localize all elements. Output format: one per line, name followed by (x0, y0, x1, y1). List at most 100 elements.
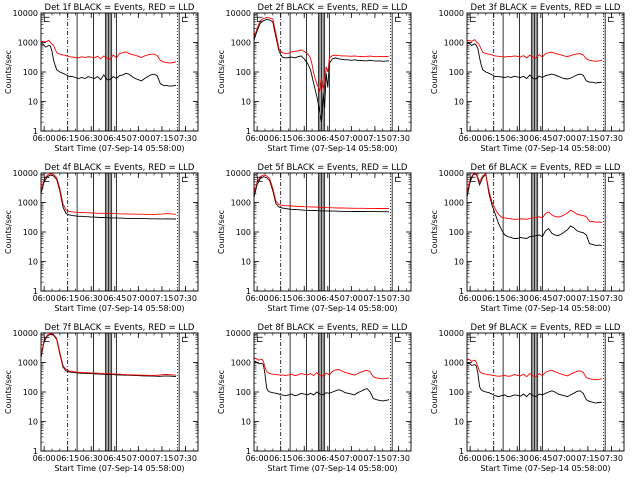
legend-glyph: ⊏ (43, 335, 51, 345)
x-tick-label: 06:45 (316, 134, 339, 143)
x-tick-label: 06:45 (529, 294, 552, 303)
legend-glyph: ⊏ (469, 15, 477, 25)
chart-title: Det 6f BLACK = Events, RED = LLD (471, 163, 621, 173)
x-tick-label: 06:30 (80, 454, 103, 463)
y-tick-label: 10000 (439, 9, 464, 18)
y-tick-label: 100 (236, 68, 251, 77)
x-tick-label: 06:45 (529, 134, 552, 143)
x-tick-label: 06:00 (459, 454, 482, 463)
x-tick-label: 07:30 (387, 294, 410, 303)
y-axis-label: Counts/sec (4, 50, 13, 94)
y-tick-label: 1 (246, 127, 251, 136)
x-tick-label: 06:00 (33, 454, 56, 463)
chart-title: Det 1f BLACK = Events, RED = LLD (45, 3, 195, 13)
x-tick-label: 07:30 (600, 294, 623, 303)
x-axis-label: Start Time (07-Sep-14 05:58:00) (480, 464, 610, 473)
series-line-events (466, 173, 603, 246)
y-tick-label: 10000 (226, 329, 251, 338)
x-tick-label: 07:15 (576, 294, 599, 303)
legend-glyph: ⊏ (43, 15, 51, 25)
y-tick-label: 10 (241, 418, 251, 427)
x-tick-label: 06:30 (293, 454, 316, 463)
y-tick-label: 1 (33, 447, 38, 456)
chart-panel-4: Det 4f BLACK = Events, RED = LLD Counts/s… (4, 163, 199, 313)
plot-frame (466, 172, 625, 292)
series-line-events (253, 19, 390, 123)
y-axis-label: Counts/sec (430, 370, 439, 414)
legend-glyph: ⊏ (181, 15, 189, 25)
legend-glyph: ⊏ (43, 175, 51, 185)
x-tick-label: 06:00 (459, 134, 482, 143)
x-tick-label: 06:45 (103, 294, 126, 303)
x-tick-label: 06:30 (80, 294, 103, 303)
chart-title: Det 3f BLACK = Events, RED = LLD (471, 3, 621, 13)
x-tick-label: 06:00 (246, 454, 269, 463)
x-tick-label: 07:30 (174, 294, 197, 303)
x-tick-label: 06:15 (269, 134, 292, 143)
x-tick-label: 06:15 (56, 454, 79, 463)
plot-frame (253, 332, 412, 452)
y-tick-label: 1000 (231, 199, 251, 208)
plot-frame (253, 172, 412, 292)
chart-title: Det 8f BLACK = Events, RED = LLD (258, 323, 408, 333)
y-tick-label: 1000 (18, 39, 38, 48)
x-tick-label: 07:00 (553, 454, 576, 463)
chart-panel-6: Det 6f BLACK = Events, RED = LLD Counts/s… (430, 163, 625, 313)
y-tick-label: 1000 (18, 359, 38, 368)
chart-panel-2: Det 2f BLACK = Events, RED = LLD Counts/s… (217, 3, 412, 153)
y-tick-label: 100 (236, 228, 251, 237)
chart-panel-9: Det 9f BLACK = Events, RED = LLD Counts/s… (430, 323, 625, 473)
x-tick-label: 06:15 (482, 454, 505, 463)
y-tick-label: 1 (246, 287, 251, 296)
chart-title: Det 5f BLACK = Events, RED = LLD (258, 163, 408, 173)
y-tick-label: 10 (454, 258, 464, 267)
chart-title: Det 4f BLACK = Events, RED = LLD (45, 163, 195, 173)
legend-glyph: ⊏ (469, 335, 477, 345)
plot-frame (40, 12, 199, 132)
series-line-events (40, 43, 177, 87)
plot-frame (253, 12, 412, 132)
y-axis-label: Counts/sec (217, 50, 226, 94)
x-tick-label: 07:30 (174, 134, 197, 143)
x-axis-label: Start Time (07-Sep-14 05:58:00) (54, 464, 184, 473)
series-line-events (40, 174, 176, 220)
y-tick-label: 100 (23, 68, 38, 77)
y-tick-label: 100 (236, 388, 251, 397)
y-axis-label: Counts/sec (217, 210, 226, 254)
x-tick-label: 06:15 (482, 134, 505, 143)
x-tick-label: 06:45 (316, 294, 339, 303)
x-tick-label: 06:00 (459, 294, 482, 303)
x-tick-label: 06:00 (33, 294, 56, 303)
x-tick-label: 07:00 (127, 294, 150, 303)
y-tick-label: 10 (28, 418, 38, 427)
y-tick-label: 1 (246, 447, 251, 456)
legend-glyph: ⊏ (607, 335, 615, 345)
chart-title: Det 7f BLACK = Events, RED = LLD (45, 323, 195, 333)
x-tick-label: 06:00 (246, 134, 269, 143)
x-axis-label: Start Time (07-Sep-14 05:58:00) (267, 464, 397, 473)
y-tick-label: 1000 (444, 199, 464, 208)
y-tick-label: 1000 (231, 359, 251, 368)
x-tick-label: 07:15 (150, 294, 173, 303)
y-tick-label: 1 (459, 127, 464, 136)
x-tick-label: 06:15 (482, 294, 505, 303)
legend-glyph: ⊏ (256, 335, 264, 345)
x-tick-label: 07:30 (174, 454, 197, 463)
x-tick-label: 06:45 (316, 454, 339, 463)
series-line-events (466, 361, 603, 404)
y-tick-label: 10000 (13, 329, 38, 338)
y-tick-label: 10000 (13, 169, 38, 178)
chart-panel-1: Det 1f BLACK = Events, RED = LLD Counts/s… (4, 3, 199, 153)
series-line-lld (253, 174, 390, 210)
x-tick-label: 06:30 (506, 294, 529, 303)
x-tick-label: 07:30 (600, 134, 623, 143)
y-tick-label: 10 (454, 98, 464, 107)
chart-panel-7: Det 7f BLACK = Events, RED = LLD Counts/s… (4, 323, 199, 473)
y-tick-label: 10 (28, 258, 38, 267)
series-line-events (253, 360, 390, 402)
series-line-events (40, 333, 177, 377)
x-tick-label: 06:30 (506, 454, 529, 463)
x-tick-label: 06:45 (103, 454, 126, 463)
legend-glyph: ⊏ (607, 15, 615, 25)
